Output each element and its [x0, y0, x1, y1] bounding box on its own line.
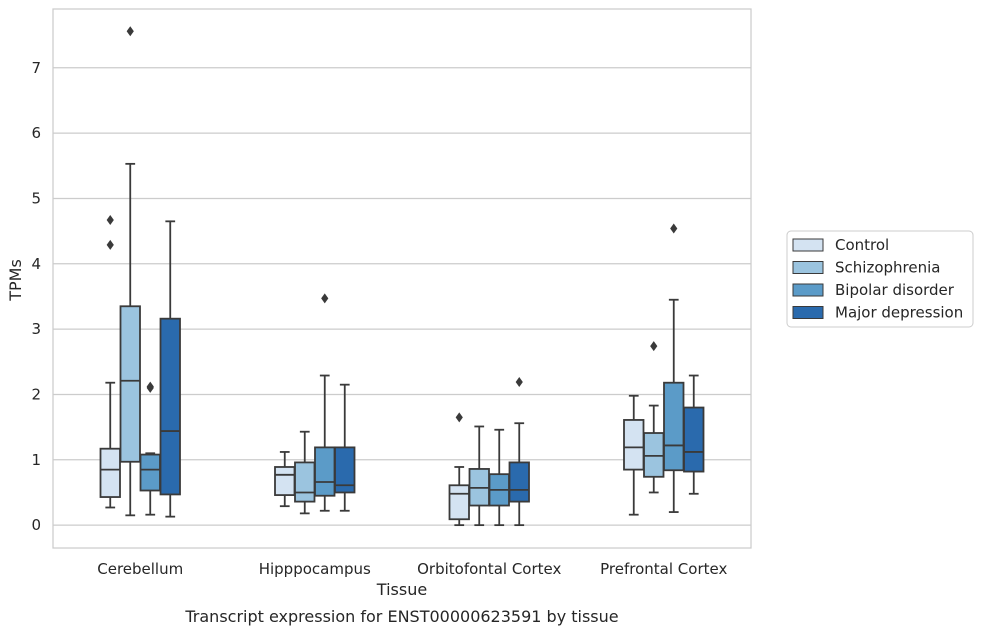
box-bipolar-disorder	[663, 223, 685, 513]
y-axis-label: TPMs	[6, 259, 25, 302]
box-schizophrenia	[468, 425, 490, 527]
outlier-point	[126, 26, 134, 37]
box-plot-series	[99, 26, 705, 527]
y-tick-label: 0	[31, 516, 41, 534]
outlier-point	[515, 377, 523, 388]
y-tick-label: 3	[31, 320, 41, 338]
box-iqr	[99, 447, 121, 498]
legend-label: Schizophrenia	[835, 259, 940, 277]
y-tick-label: 2	[31, 385, 41, 403]
legend-label: Major depression	[835, 304, 963, 322]
box-iqr	[314, 446, 336, 497]
y-tick-label: 5	[31, 189, 41, 207]
box-iqr	[119, 305, 141, 463]
box-iqr	[159, 317, 181, 496]
legend-swatch	[792, 306, 824, 319]
box-iqr	[139, 453, 161, 492]
outlier-point	[455, 412, 463, 423]
legend-label: Bipolar disorder	[835, 281, 955, 299]
box-schizophrenia	[294, 430, 316, 515]
box-iqr	[663, 381, 685, 472]
box-iqr	[683, 406, 705, 473]
x-tick-labels: Cerebellum Hipppocampus Orbitofontal Corte…	[97, 560, 727, 578]
legend-swatch	[792, 283, 824, 297]
box-iqr	[508, 461, 530, 503]
box-iqr	[274, 466, 296, 496]
box-bipolar-disorder	[139, 381, 161, 516]
box-control	[99, 215, 121, 509]
box-bipolar-disorder	[488, 428, 510, 527]
box-control	[274, 451, 296, 508]
y-tick-label: 6	[31, 124, 41, 142]
x-axis-label: Tissue	[376, 580, 427, 599]
box-iqr	[643, 432, 665, 478]
x-tick-label: Orbitofontal Cortex	[417, 560, 561, 578]
box-control	[448, 412, 470, 527]
box-major-depression	[334, 383, 356, 512]
x-tick-label: Prefrontal Cortex	[600, 560, 727, 578]
box-iqr	[334, 446, 356, 494]
box-iqr	[623, 419, 645, 471]
outlier-point	[321, 293, 329, 304]
box-iqr	[294, 461, 316, 503]
box-iqr	[448, 484, 470, 521]
legend: Control Schizophrenia Bipolar disorder Majo…	[786, 230, 974, 328]
chart-caption: Transcript expression for ENST0000062359…	[184, 607, 618, 626]
y-tick-label: 4	[31, 255, 41, 273]
x-tick-label: Hipppocampus	[259, 560, 371, 578]
plot-frame	[52, 8, 752, 549]
outlier-point	[670, 223, 678, 234]
outlier-point	[146, 382, 154, 393]
box-major-depression	[159, 220, 181, 518]
box-control	[623, 394, 645, 516]
outlier-point	[106, 239, 114, 250]
y-tick-label: 1	[31, 451, 41, 469]
y-tick-labels: 0 1 2 3 4 5 6 7	[31, 59, 41, 534]
legend-frame	[786, 230, 974, 328]
box-major-depression	[508, 377, 530, 527]
legend-swatch	[792, 238, 824, 252]
outlier-point	[106, 215, 114, 226]
box-major-depression	[683, 374, 705, 495]
x-tick-label: Cerebellum	[97, 560, 183, 578]
box-bipolar-disorder	[314, 293, 336, 512]
y-tick-label: 7	[31, 59, 41, 77]
box-schizophrenia	[643, 341, 665, 494]
legend-swatch	[792, 261, 824, 274]
outlier-point	[650, 341, 658, 352]
legend-label: Control	[835, 236, 889, 254]
box-schizophrenia	[119, 26, 141, 517]
